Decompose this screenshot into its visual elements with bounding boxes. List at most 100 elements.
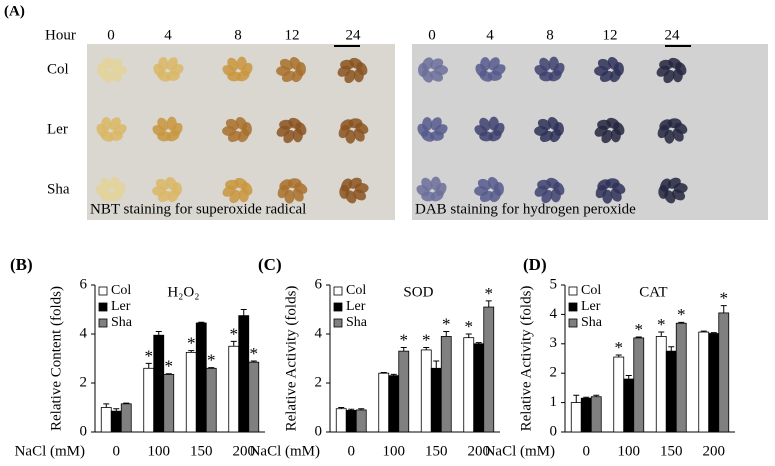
leaf: [166, 130, 180, 142]
significance: *: [187, 334, 196, 353]
error-bar: [700, 330, 707, 333]
x-axis-label: NaCl (mM): [250, 443, 320, 459]
significance: *: [165, 357, 174, 376]
leaf: [109, 58, 123, 70]
leaf: [157, 190, 172, 203]
y-tick-label: 4: [550, 306, 558, 322]
y-tick-label: 0: [550, 423, 558, 439]
y-axis-label: Relative Content (folds): [48, 286, 64, 431]
y-tick-label: 4: [80, 325, 88, 341]
photo-caption: DAB staining for hydrogen peroxide: [415, 201, 636, 217]
bar: [143, 367, 155, 433]
leaf: [488, 130, 502, 142]
leaf: [539, 57, 551, 71]
significance: *: [720, 288, 729, 307]
x-tick-label: 0: [583, 443, 591, 459]
error-bar: [678, 321, 685, 324]
bar: [580, 397, 592, 433]
y-tick-label: 5: [550, 276, 558, 292]
leaf: [109, 190, 123, 202]
bar: [655, 336, 667, 433]
legend-swatch: [333, 286, 343, 296]
dab-photo: [412, 44, 768, 220]
error-bar: [103, 403, 110, 408]
error-bar: [720, 305, 727, 313]
leaf: [108, 70, 123, 82]
error-bar: [348, 408, 355, 411]
y-axis-label: Relative Activity (folds): [283, 286, 299, 432]
leaf: [337, 65, 351, 77]
panel-label: (A): [4, 3, 25, 19]
error-bar: [358, 408, 365, 410]
y-tick-label: 0: [80, 423, 88, 439]
legend-swatch: [98, 318, 108, 328]
leaf: [341, 178, 353, 192]
bar: [708, 333, 720, 433]
legend-label: Sha: [581, 315, 603, 330]
leaf: [539, 130, 554, 143]
bar: [228, 345, 240, 433]
bar: [698, 331, 710, 433]
leaf: [477, 178, 492, 191]
bar: [483, 306, 495, 433]
leaf: [609, 68, 622, 83]
x-tick-label: 150: [425, 443, 448, 459]
x-tick-label: 0: [113, 443, 121, 459]
error-bar: [208, 367, 215, 369]
seedlings: [95, 56, 688, 204]
legend-swatch: [568, 286, 578, 296]
legend-label: Ler: [346, 299, 366, 314]
y-tick-label: 0: [315, 423, 323, 439]
error-bar: [668, 346, 675, 352]
leaf: [672, 68, 683, 83]
error-bar: [615, 354, 622, 358]
y-tick-label: 2: [80, 374, 88, 390]
leaf: [348, 177, 362, 189]
bar: [473, 343, 485, 433]
error-bar: [338, 407, 345, 409]
bar: [388, 375, 400, 433]
error-bar: [188, 350, 195, 353]
error-bar: [433, 360, 440, 369]
row-label: Col: [47, 61, 69, 77]
leaf: [597, 58, 612, 71]
hour-tick: 24: [665, 27, 681, 43]
leaf: [227, 130, 242, 143]
leaf: [430, 58, 444, 70]
legend-swatch: [568, 302, 578, 312]
leaf: [276, 125, 290, 137]
leaf: [656, 65, 670, 77]
significance: *: [635, 320, 644, 339]
panel-label: (D): [523, 255, 547, 274]
bar: [335, 408, 347, 433]
leaf: [279, 179, 293, 191]
leaf: [421, 177, 433, 191]
leaf: [594, 125, 608, 137]
error-bar: [250, 360, 257, 363]
x-axis-label: NaCl (mM): [485, 443, 555, 459]
legend-swatch: [568, 318, 578, 328]
bar: [398, 350, 410, 433]
leaf: [167, 188, 180, 203]
leaf: [489, 188, 502, 203]
leaf: [537, 118, 552, 131]
bar: [100, 407, 112, 433]
bar: [378, 372, 390, 433]
bar: [665, 350, 677, 433]
significance: *: [250, 344, 259, 363]
hour-tick: 4: [486, 27, 494, 43]
leaf: [237, 128, 250, 143]
hour-tick: 8: [234, 27, 242, 43]
error-bar: [380, 371, 387, 374]
error-bar: [583, 396, 590, 399]
x-tick-label: 150: [190, 443, 213, 459]
bar: [675, 322, 687, 433]
bar: [248, 361, 260, 433]
hour-tick: 24: [346, 27, 362, 43]
leaf: [292, 188, 304, 202]
y-tick-label: 1: [550, 394, 558, 410]
leaf: [492, 64, 506, 76]
error-bar: [145, 362, 152, 369]
x-tick-label: 100: [618, 443, 641, 459]
